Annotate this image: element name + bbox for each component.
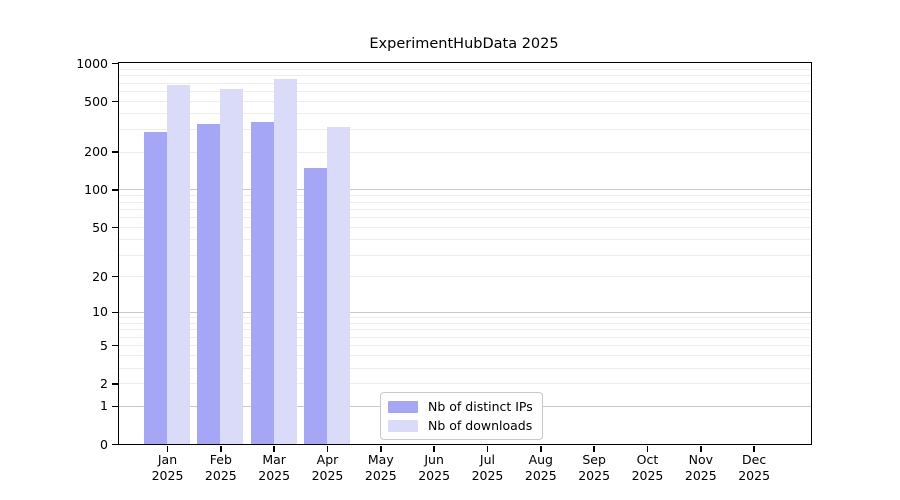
bar-downloads: [273, 78, 297, 444]
bar-distinct-ips: [197, 123, 221, 444]
x-tick-label: Oct 2025: [631, 452, 664, 483]
chart-title: ExperimentHubData 2025: [369, 36, 559, 52]
x-tick-mark: [273, 446, 275, 452]
x-tick-mark: [593, 446, 595, 452]
y-tick-mark: [112, 62, 118, 65]
minor-gridline: [119, 227, 811, 229]
x-tick-mark: [326, 446, 329, 452]
x-tick-label: Mar 2025: [258, 452, 291, 483]
minor-gridline: [119, 195, 811, 197]
minor-gridline: [119, 201, 811, 203]
minor-gridline: [119, 68, 811, 70]
x-tick-label: Dec 2025: [738, 452, 771, 483]
y-tick-mark: [112, 100, 118, 103]
minor-gridline: [119, 336, 811, 338]
y-tick-mark: [112, 151, 118, 153]
bar-downloads: [167, 84, 190, 444]
legend-item-distinct-ips: Nb of distinct IPs: [388, 399, 533, 414]
x-tick-label: Jan 2025: [151, 452, 184, 483]
x-tick-label: Jun 2025: [418, 452, 451, 483]
bar-downloads: [220, 88, 244, 444]
y-tick-label: 0: [100, 436, 108, 452]
y-tick-label: 20: [92, 268, 108, 284]
x-tick-label: Jul 2025: [471, 452, 504, 483]
y-tick-mark: [112, 189, 118, 191]
legend: Nb of distinct IPs Nb of downloads: [380, 392, 543, 440]
minor-gridline: [119, 113, 811, 115]
bar-downloads: [326, 126, 350, 444]
minor-gridline: [119, 75, 811, 77]
y-tick-label: 100: [84, 181, 108, 197]
y-tick-label: 2: [100, 375, 108, 391]
minor-gridline: [119, 355, 811, 357]
y-tick-mark: [112, 311, 118, 313]
minor-gridline: [119, 151, 811, 153]
minor-gridline: [119, 217, 811, 219]
legend-label: Nb of distinct IPs: [428, 399, 533, 414]
legend-label: Nb of downloads: [428, 418, 533, 433]
minor-gridline: [119, 91, 811, 93]
x-tick-mark: [540, 446, 542, 452]
x-tick-label: Apr 2025: [311, 452, 344, 483]
y-tick-label: 200: [84, 144, 108, 160]
y-tick-mark: [112, 226, 118, 229]
x-tick-mark: [166, 446, 169, 452]
bar-distinct-ips: [250, 122, 274, 444]
downloads-swatch: [388, 419, 418, 432]
x-tick-mark: [486, 446, 489, 452]
x-tick-label: Sep 2025: [578, 452, 611, 483]
minor-gridline: [119, 101, 811, 103]
major-gridline: [119, 189, 811, 191]
major-gridline: [119, 311, 811, 313]
x-tick-mark: [753, 446, 755, 452]
x-tick-label: Aug 2025: [524, 452, 557, 483]
y-tick-label: 1: [100, 398, 108, 414]
minor-gridline: [119, 129, 811, 131]
minor-gridline: [119, 82, 811, 84]
x-tick-label: Feb 2025: [204, 452, 237, 483]
x-tick-mark: [646, 446, 649, 452]
y-tick-mark: [112, 405, 118, 408]
x-tick-mark: [433, 446, 435, 452]
distinct-ips-swatch: [388, 400, 418, 413]
x-tick-mark: [700, 446, 702, 452]
x-tick-mark: [380, 446, 382, 452]
legend-item-downloads: Nb of downloads: [388, 418, 533, 433]
y-tick-label: 1000: [76, 55, 108, 71]
minor-gridline: [119, 276, 811, 278]
y-tick-label: 500: [84, 93, 108, 109]
y-tick-label: 10: [92, 304, 108, 320]
minor-gridline: [119, 317, 811, 319]
bar-distinct-ips: [144, 132, 167, 444]
x-tick-label: May 2025: [364, 452, 397, 483]
minor-gridline: [119, 322, 811, 324]
bar-distinct-ips: [303, 167, 327, 444]
y-tick-label: 50: [92, 219, 108, 235]
x-tick-label: Nov 2025: [684, 452, 717, 483]
minor-gridline: [119, 208, 811, 210]
minor-gridline: [119, 383, 811, 385]
y-tick-mark: [112, 275, 118, 278]
minor-gridline: [119, 345, 811, 347]
minor-gridline: [119, 329, 811, 331]
minor-gridline: [119, 254, 811, 256]
minor-gridline: [119, 367, 811, 369]
y-tick-label: 5: [100, 337, 108, 353]
minor-gridline: [119, 239, 811, 241]
plot-area: Nb of distinct IPs Nb of downloads: [118, 62, 812, 445]
y-tick-mark: [112, 344, 118, 347]
y-tick-mark: [112, 383, 118, 385]
x-tick-mark: [220, 446, 222, 452]
y-tick-mark: [112, 443, 118, 446]
